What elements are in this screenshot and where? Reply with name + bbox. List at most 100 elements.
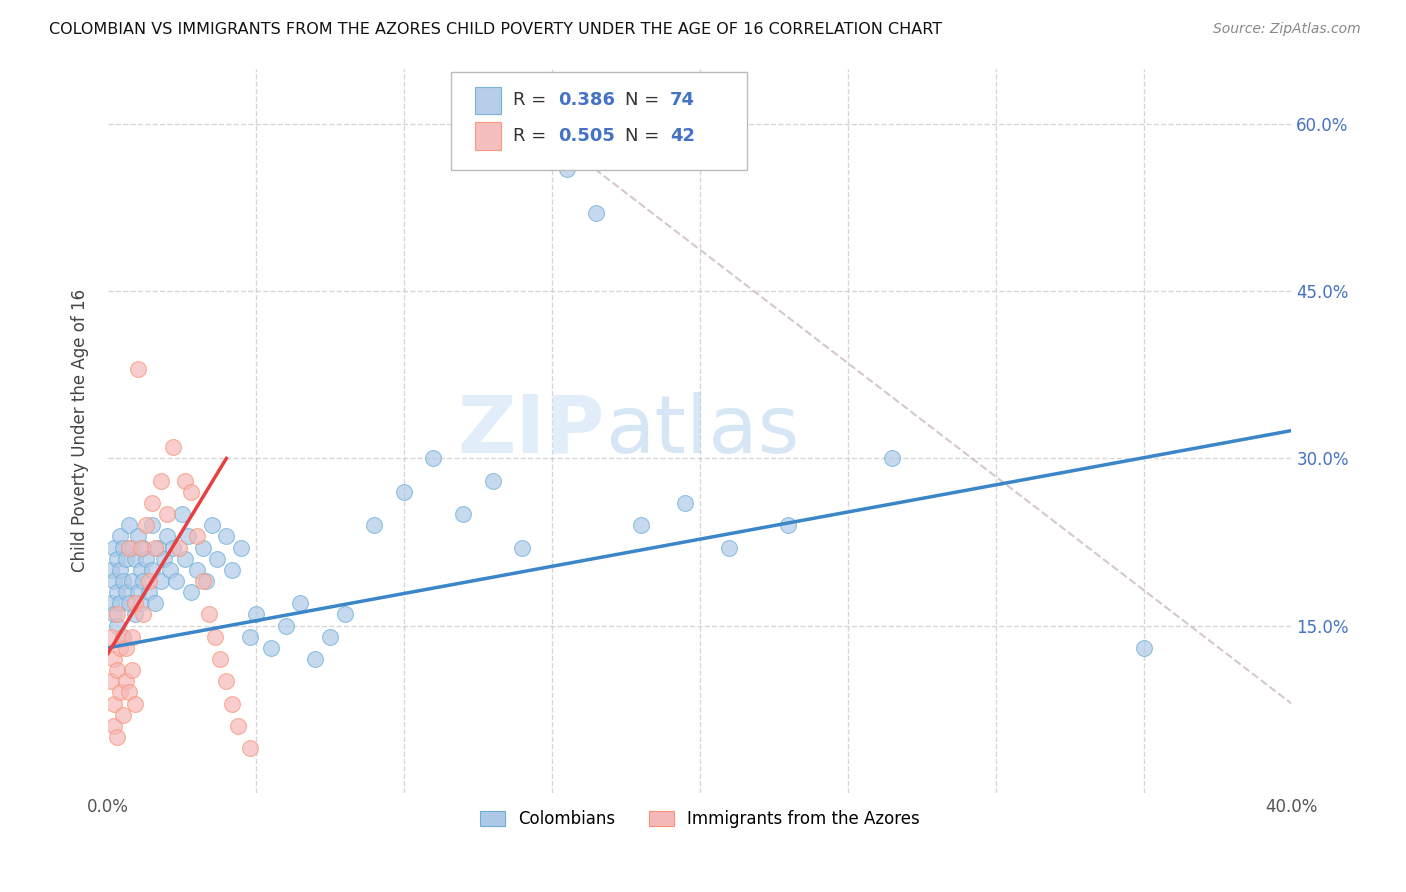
- Point: [239, 630, 262, 644]
- Point: [105, 551, 128, 566]
- Point: [392, 484, 415, 499]
- Point: [180, 484, 202, 499]
- Point: [127, 362, 149, 376]
- Text: COLOMBIAN VS IMMIGRANTS FROM THE AZORES CHILD POVERTY UNDER THE AGE OF 16 CORREL: COLOMBIAN VS IMMIGRANTS FROM THE AZORES …: [49, 22, 942, 37]
- Point: [162, 541, 184, 555]
- Point: [290, 596, 312, 610]
- Point: [555, 161, 578, 176]
- Point: [132, 607, 155, 622]
- Point: [186, 563, 208, 577]
- Point: [100, 596, 122, 610]
- Point: [135, 551, 157, 566]
- Point: [108, 685, 131, 699]
- Point: [180, 585, 202, 599]
- Point: [114, 585, 136, 599]
- Point: [319, 630, 342, 644]
- Legend: Colombians, Immigrants from the Azores: Colombians, Immigrants from the Azores: [474, 804, 927, 835]
- Point: [481, 474, 503, 488]
- Point: [153, 551, 176, 566]
- Text: atlas: atlas: [605, 392, 800, 469]
- Point: [108, 529, 131, 543]
- Point: [103, 607, 125, 622]
- FancyBboxPatch shape: [475, 122, 501, 150]
- Point: [239, 741, 262, 756]
- Point: [132, 574, 155, 588]
- Point: [880, 451, 903, 466]
- Point: [209, 652, 232, 666]
- Point: [207, 551, 229, 566]
- Point: [194, 574, 217, 588]
- Point: [111, 630, 134, 644]
- Point: [1132, 640, 1154, 655]
- Point: [226, 719, 249, 733]
- Point: [186, 529, 208, 543]
- Point: [118, 541, 141, 555]
- Point: [129, 563, 152, 577]
- Point: [200, 518, 222, 533]
- Point: [510, 541, 533, 555]
- Point: [127, 585, 149, 599]
- Text: 42: 42: [671, 127, 695, 145]
- Point: [260, 640, 283, 655]
- Point: [304, 652, 326, 666]
- Point: [108, 640, 131, 655]
- Point: [138, 585, 160, 599]
- Text: R =: R =: [513, 91, 551, 110]
- Point: [114, 674, 136, 689]
- Point: [191, 541, 214, 555]
- Text: Source: ZipAtlas.com: Source: ZipAtlas.com: [1213, 22, 1361, 37]
- Point: [138, 574, 160, 588]
- Point: [118, 518, 141, 533]
- Point: [156, 529, 179, 543]
- Point: [141, 496, 163, 510]
- Point: [111, 630, 134, 644]
- Point: [121, 541, 143, 555]
- Point: [673, 496, 696, 510]
- Point: [105, 607, 128, 622]
- Point: [148, 541, 170, 555]
- Point: [204, 630, 226, 644]
- Point: [333, 607, 356, 622]
- Point: [105, 730, 128, 744]
- Point: [103, 574, 125, 588]
- FancyBboxPatch shape: [475, 87, 501, 114]
- Point: [121, 663, 143, 677]
- Point: [132, 541, 155, 555]
- Point: [111, 707, 134, 722]
- Point: [174, 474, 197, 488]
- Point: [124, 551, 146, 566]
- Point: [108, 563, 131, 577]
- Text: 0.505: 0.505: [558, 127, 614, 145]
- Point: [103, 541, 125, 555]
- Point: [221, 563, 243, 577]
- Point: [105, 585, 128, 599]
- Point: [165, 574, 187, 588]
- Point: [124, 596, 146, 610]
- Point: [114, 640, 136, 655]
- Point: [778, 518, 800, 533]
- Point: [150, 474, 173, 488]
- Point: [111, 541, 134, 555]
- Point: [177, 529, 200, 543]
- Point: [124, 697, 146, 711]
- Point: [141, 518, 163, 533]
- Point: [245, 607, 267, 622]
- Point: [422, 451, 444, 466]
- Point: [451, 507, 474, 521]
- Point: [118, 596, 141, 610]
- Point: [167, 541, 190, 555]
- Point: [585, 206, 607, 220]
- Point: [100, 563, 122, 577]
- Point: [162, 440, 184, 454]
- Point: [124, 607, 146, 622]
- Point: [191, 574, 214, 588]
- FancyBboxPatch shape: [451, 72, 747, 169]
- Text: ZIP: ZIP: [458, 392, 605, 469]
- Point: [141, 563, 163, 577]
- Point: [129, 541, 152, 555]
- Point: [127, 529, 149, 543]
- Text: R =: R =: [513, 127, 551, 145]
- Point: [221, 697, 243, 711]
- Point: [105, 618, 128, 632]
- Point: [143, 596, 166, 610]
